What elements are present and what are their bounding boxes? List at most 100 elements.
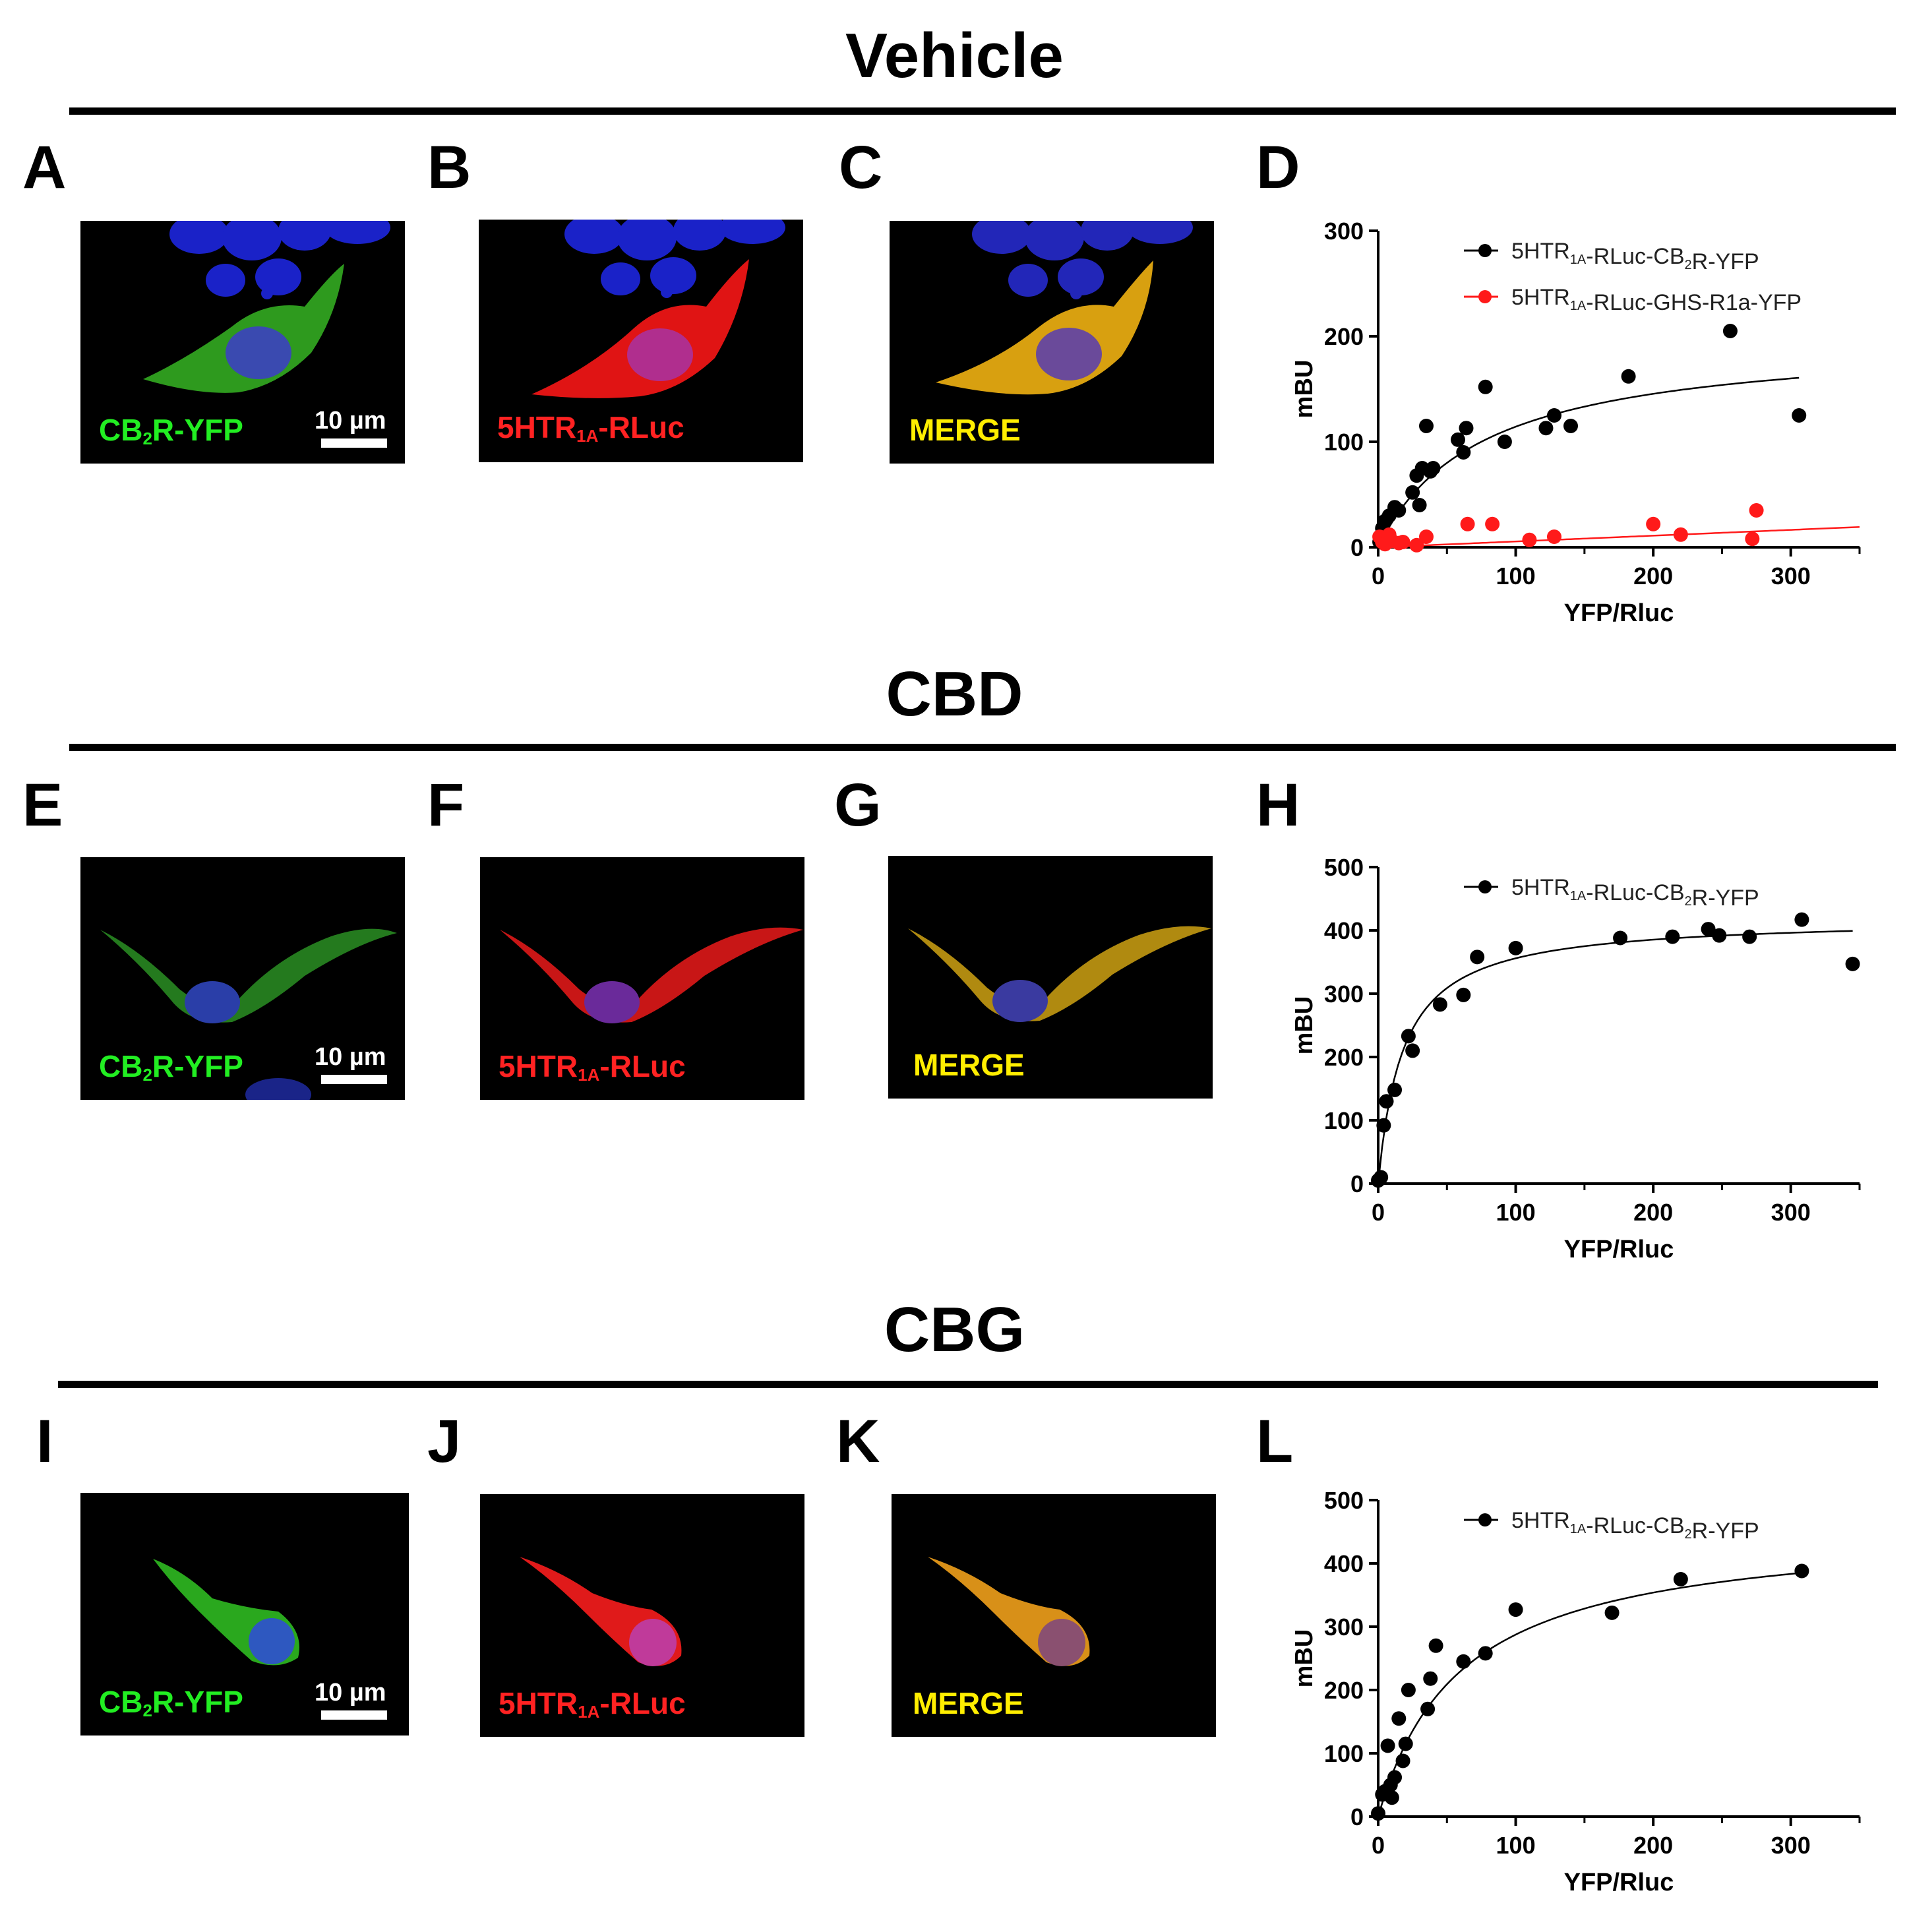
data-point — [1794, 912, 1809, 927]
data-point — [1412, 498, 1427, 512]
data-point — [1401, 1683, 1416, 1697]
panel-letter-j: J — [427, 1408, 462, 1475]
data-point — [1722, 324, 1738, 338]
data-point — [1459, 421, 1474, 436]
legend-marker — [1478, 244, 1492, 257]
legend-subscript: 1A — [1570, 889, 1587, 903]
data-point — [1546, 529, 1561, 544]
x-tick-label: 0 — [1372, 1832, 1385, 1859]
panel-letter-a: A — [22, 134, 67, 201]
micrograph-label: 5HTR1A-RLuc — [497, 410, 684, 446]
data-point — [1485, 516, 1500, 531]
legend-subscript: 2 — [1685, 258, 1692, 272]
data-point — [1456, 987, 1471, 1002]
panel-letter-d: D — [1256, 134, 1300, 201]
x-tick-label: 300 — [1771, 1832, 1811, 1859]
panel-letter-b: B — [427, 134, 471, 201]
legend-text: -RLuc-CB — [1586, 880, 1684, 905]
x-tick-label: 300 — [1771, 1199, 1811, 1226]
x-tick-label: 200 — [1633, 1199, 1673, 1226]
data-point — [1391, 1711, 1407, 1726]
micrograph-label: CB2R-YFP — [99, 1049, 243, 1085]
x-tick-label: 100 — [1496, 1832, 1536, 1859]
data-point — [1665, 929, 1680, 944]
y-axis-label: mBU — [1290, 360, 1318, 419]
data-point — [1428, 1638, 1443, 1653]
data-point — [1621, 369, 1636, 384]
data-point — [1646, 516, 1661, 531]
y-tick-label: 400 — [1324, 1550, 1364, 1577]
y-tick-label: 500 — [1324, 854, 1364, 881]
legend-subscript: 2 — [1685, 1527, 1692, 1542]
data-point — [1845, 956, 1860, 971]
legend-marker — [1478, 880, 1492, 893]
data-point — [1456, 445, 1471, 460]
panel-letter-f: F — [427, 771, 465, 839]
data-point — [1391, 503, 1407, 518]
data-point — [1387, 1770, 1403, 1785]
chart-h: 0 100 200 300 400 500 0 100 200 300 YFP/Rluc mBU 5HT… — [1290, 854, 1861, 1263]
data-point — [1749, 503, 1764, 518]
data-point — [1538, 421, 1554, 436]
data-point — [1522, 532, 1537, 547]
data-point — [1508, 1602, 1523, 1617]
cell-image — [531, 220, 785, 398]
y-tick-label: 0 — [1350, 1803, 1364, 1830]
chart-l: 0 100 200 300 400 500 0 100 200 300 YFP/Rluc mBU 5HT… — [1290, 1487, 1861, 1896]
legend-text: -RLuc-CB — [1586, 1513, 1684, 1538]
micrograph-b-5htr1a-rluc: 5HTR1A-RLuc — [479, 220, 803, 462]
y-tick-label: 200 — [1324, 1677, 1364, 1704]
y-tick-label: 500 — [1324, 1487, 1364, 1514]
section-rule-cbd — [69, 744, 1896, 751]
cell-image — [936, 221, 1193, 395]
data-point — [1405, 1043, 1420, 1058]
scale-bar — [321, 1710, 387, 1720]
panel-letter-l: L — [1256, 1408, 1294, 1475]
x-tick-label: 200 — [1633, 562, 1673, 589]
data-point — [1745, 531, 1760, 547]
legend-label: 5HTR1A-RLuc-GHS-R1a-YFP — [1511, 285, 1802, 315]
y-axis-label: mBU — [1290, 1629, 1318, 1688]
cell-image — [153, 1559, 299, 1666]
data-point — [1792, 408, 1807, 423]
y-tick-label: 400 — [1324, 917, 1364, 944]
legend-text: -RLuc-CB — [1586, 244, 1684, 269]
legend-text: 5HTR — [1511, 1508, 1570, 1533]
micrograph-label: 5HTR1A-RLuc — [499, 1686, 686, 1722]
section-rule-vehicle — [69, 107, 1896, 115]
micrograph-label: 5HTR1A-RLuc — [499, 1049, 686, 1085]
panel-letter-h: H — [1256, 771, 1300, 839]
data-point — [1546, 408, 1561, 423]
data-point — [1426, 461, 1441, 475]
scale-label: 10 µm — [315, 1679, 386, 1706]
legend-marker — [1478, 1513, 1492, 1526]
legend-label: 5HTR1A-RLuc-CB2R-YFP — [1511, 875, 1759, 911]
y-tick-label: 100 — [1324, 429, 1364, 456]
scale-bar — [321, 1075, 387, 1084]
data-point — [1508, 940, 1523, 955]
panel-letter-c: C — [839, 134, 883, 201]
legend-text: R-YFP — [1692, 249, 1759, 274]
data-point — [1613, 930, 1628, 946]
cell-image — [520, 1557, 682, 1666]
x-tick-label: 100 — [1496, 1199, 1536, 1226]
micrograph-c-merge: MERGE — [890, 221, 1214, 464]
data-point — [1478, 1646, 1493, 1661]
x-tick-label: 100 — [1496, 562, 1536, 589]
fit-curve — [1377, 930, 1853, 1184]
panel-letter-i: I — [36, 1408, 53, 1475]
data-point — [1420, 1701, 1436, 1716]
y-tick-label: 300 — [1324, 981, 1364, 1008]
legend-text: 5HTR — [1511, 239, 1570, 264]
legend-subscript: 1A — [1570, 299, 1587, 313]
data-point — [1432, 997, 1447, 1012]
micrograph-label: CB2R-YFP — [99, 413, 243, 448]
scale-label: 10 µm — [315, 1043, 386, 1071]
micrograph-k-merge: MERGE — [892, 1494, 1216, 1737]
data-point — [1395, 1753, 1410, 1768]
legend-text: 5HTR — [1511, 875, 1570, 900]
section-title-cbg: CBG — [884, 1294, 1025, 1365]
legend-subscript: 1A — [1570, 253, 1587, 267]
x-axis-label: YFP/Rluc — [1564, 599, 1674, 627]
